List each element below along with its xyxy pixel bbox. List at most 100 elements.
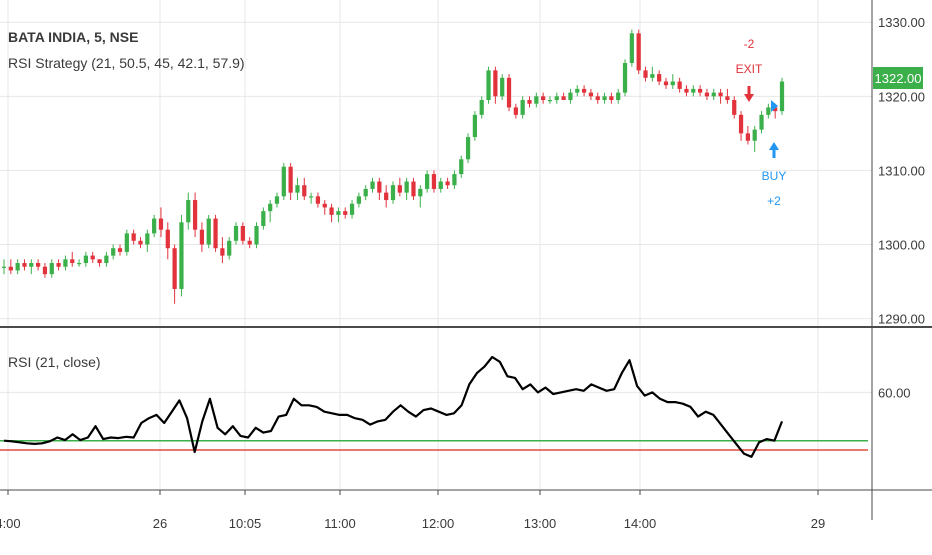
time-tick-label: 29 <box>811 516 825 531</box>
candle <box>418 185 423 208</box>
candle-body <box>56 263 61 267</box>
time-axis[interactable]: 4:00 26 10:05 11:00 12:00 13:00 14:00 29 <box>0 490 825 531</box>
candle-body <box>268 203 273 212</box>
candle-body <box>629 33 634 63</box>
candle-body <box>274 196 280 204</box>
grid-layer <box>0 0 872 489</box>
candle-body <box>63 259 68 267</box>
rsi-axis[interactable]: 60.00 <box>878 385 911 400</box>
candle-body <box>29 263 34 267</box>
candle <box>165 222 170 260</box>
candle <box>595 92 600 104</box>
candle <box>240 222 245 245</box>
price-tick-label: 1320.00 <box>878 89 925 104</box>
candle-body <box>295 185 300 193</box>
candle <box>192 192 198 238</box>
candle-body <box>76 263 82 265</box>
candle-body <box>500 77 505 97</box>
candle <box>281 163 286 201</box>
candle <box>1 259 7 275</box>
candle <box>622 59 628 97</box>
candle <box>718 88 723 104</box>
price-axis[interactable]: 1290.00 1300.00 1310.00 1320.00 1330.00 <box>878 15 925 326</box>
candle-body <box>732 100 737 115</box>
candle <box>76 259 82 267</box>
candle <box>411 177 416 201</box>
candle <box>697 85 703 97</box>
time-tick-label: 26 <box>153 516 167 531</box>
candle <box>233 222 239 245</box>
rsi-tick-label: 60.00 <box>878 385 911 400</box>
candle-body <box>15 263 20 271</box>
candle <box>370 177 375 193</box>
price-tick-label: 1310.00 <box>878 163 925 178</box>
candle <box>779 77 785 115</box>
exit-signal-label: EXIT <box>736 62 763 76</box>
candle <box>766 103 771 119</box>
rsi-levels <box>0 439 868 451</box>
buy-arrow-icon <box>769 142 779 158</box>
candle <box>145 229 150 252</box>
candle-body <box>616 92 621 101</box>
candle-body <box>397 185 402 193</box>
candle-body <box>568 92 573 101</box>
candle <box>725 88 730 104</box>
candle <box>322 200 327 215</box>
candle-body <box>247 240 252 245</box>
rsi-layer <box>3 355 784 458</box>
candle <box>397 177 402 197</box>
candle-body <box>49 263 54 275</box>
candle-body <box>704 92 710 97</box>
candle <box>83 251 89 267</box>
candle <box>704 88 710 101</box>
candle <box>220 237 225 264</box>
candle <box>274 192 280 208</box>
candle-body <box>711 92 716 97</box>
candle-body <box>534 96 539 104</box>
candle-body <box>670 81 675 86</box>
candle-body <box>131 233 136 241</box>
candle <box>186 192 191 230</box>
candle-body <box>152 218 157 234</box>
candle-body <box>124 233 129 252</box>
candle <box>684 85 689 97</box>
candle <box>534 92 539 108</box>
candle-body <box>745 133 750 141</box>
candle-body <box>773 107 778 112</box>
candle-body <box>302 185 307 197</box>
candle-body <box>199 229 205 245</box>
time-tick-label: 4:00 <box>0 516 21 531</box>
rsi-label[interactable]: RSI (21, close) <box>8 354 101 370</box>
candle-body <box>691 88 696 93</box>
candle <box>506 74 512 112</box>
last-price-text: 1322.00 <box>875 71 922 86</box>
time-tick-label: 14:00 <box>624 516 657 531</box>
price-tick-label: 1300.00 <box>878 238 925 253</box>
candle-body <box>527 100 532 104</box>
candle-layer <box>1 29 785 304</box>
candle-body <box>145 233 150 245</box>
candle <box>363 185 368 201</box>
candle <box>15 259 20 275</box>
candle-body <box>445 181 450 186</box>
candle <box>158 207 164 238</box>
candle <box>138 237 143 249</box>
candle <box>42 263 48 278</box>
candle-body <box>90 255 95 260</box>
candle <box>131 229 136 245</box>
candle-body <box>104 255 109 264</box>
candle-body <box>493 70 498 97</box>
candle-body <box>42 266 48 275</box>
candle <box>581 85 587 97</box>
candle-body <box>288 166 293 193</box>
candle-body <box>213 218 218 249</box>
candle-body <box>308 196 314 198</box>
candle <box>104 251 109 267</box>
strategy-label[interactable]: RSI Strategy (21, 50.5, 45, 42.1, 57.9) <box>8 55 245 71</box>
candle <box>711 88 716 101</box>
candle <box>29 259 34 275</box>
candle <box>643 66 648 82</box>
candle <box>486 66 491 104</box>
candle <box>657 70 662 86</box>
